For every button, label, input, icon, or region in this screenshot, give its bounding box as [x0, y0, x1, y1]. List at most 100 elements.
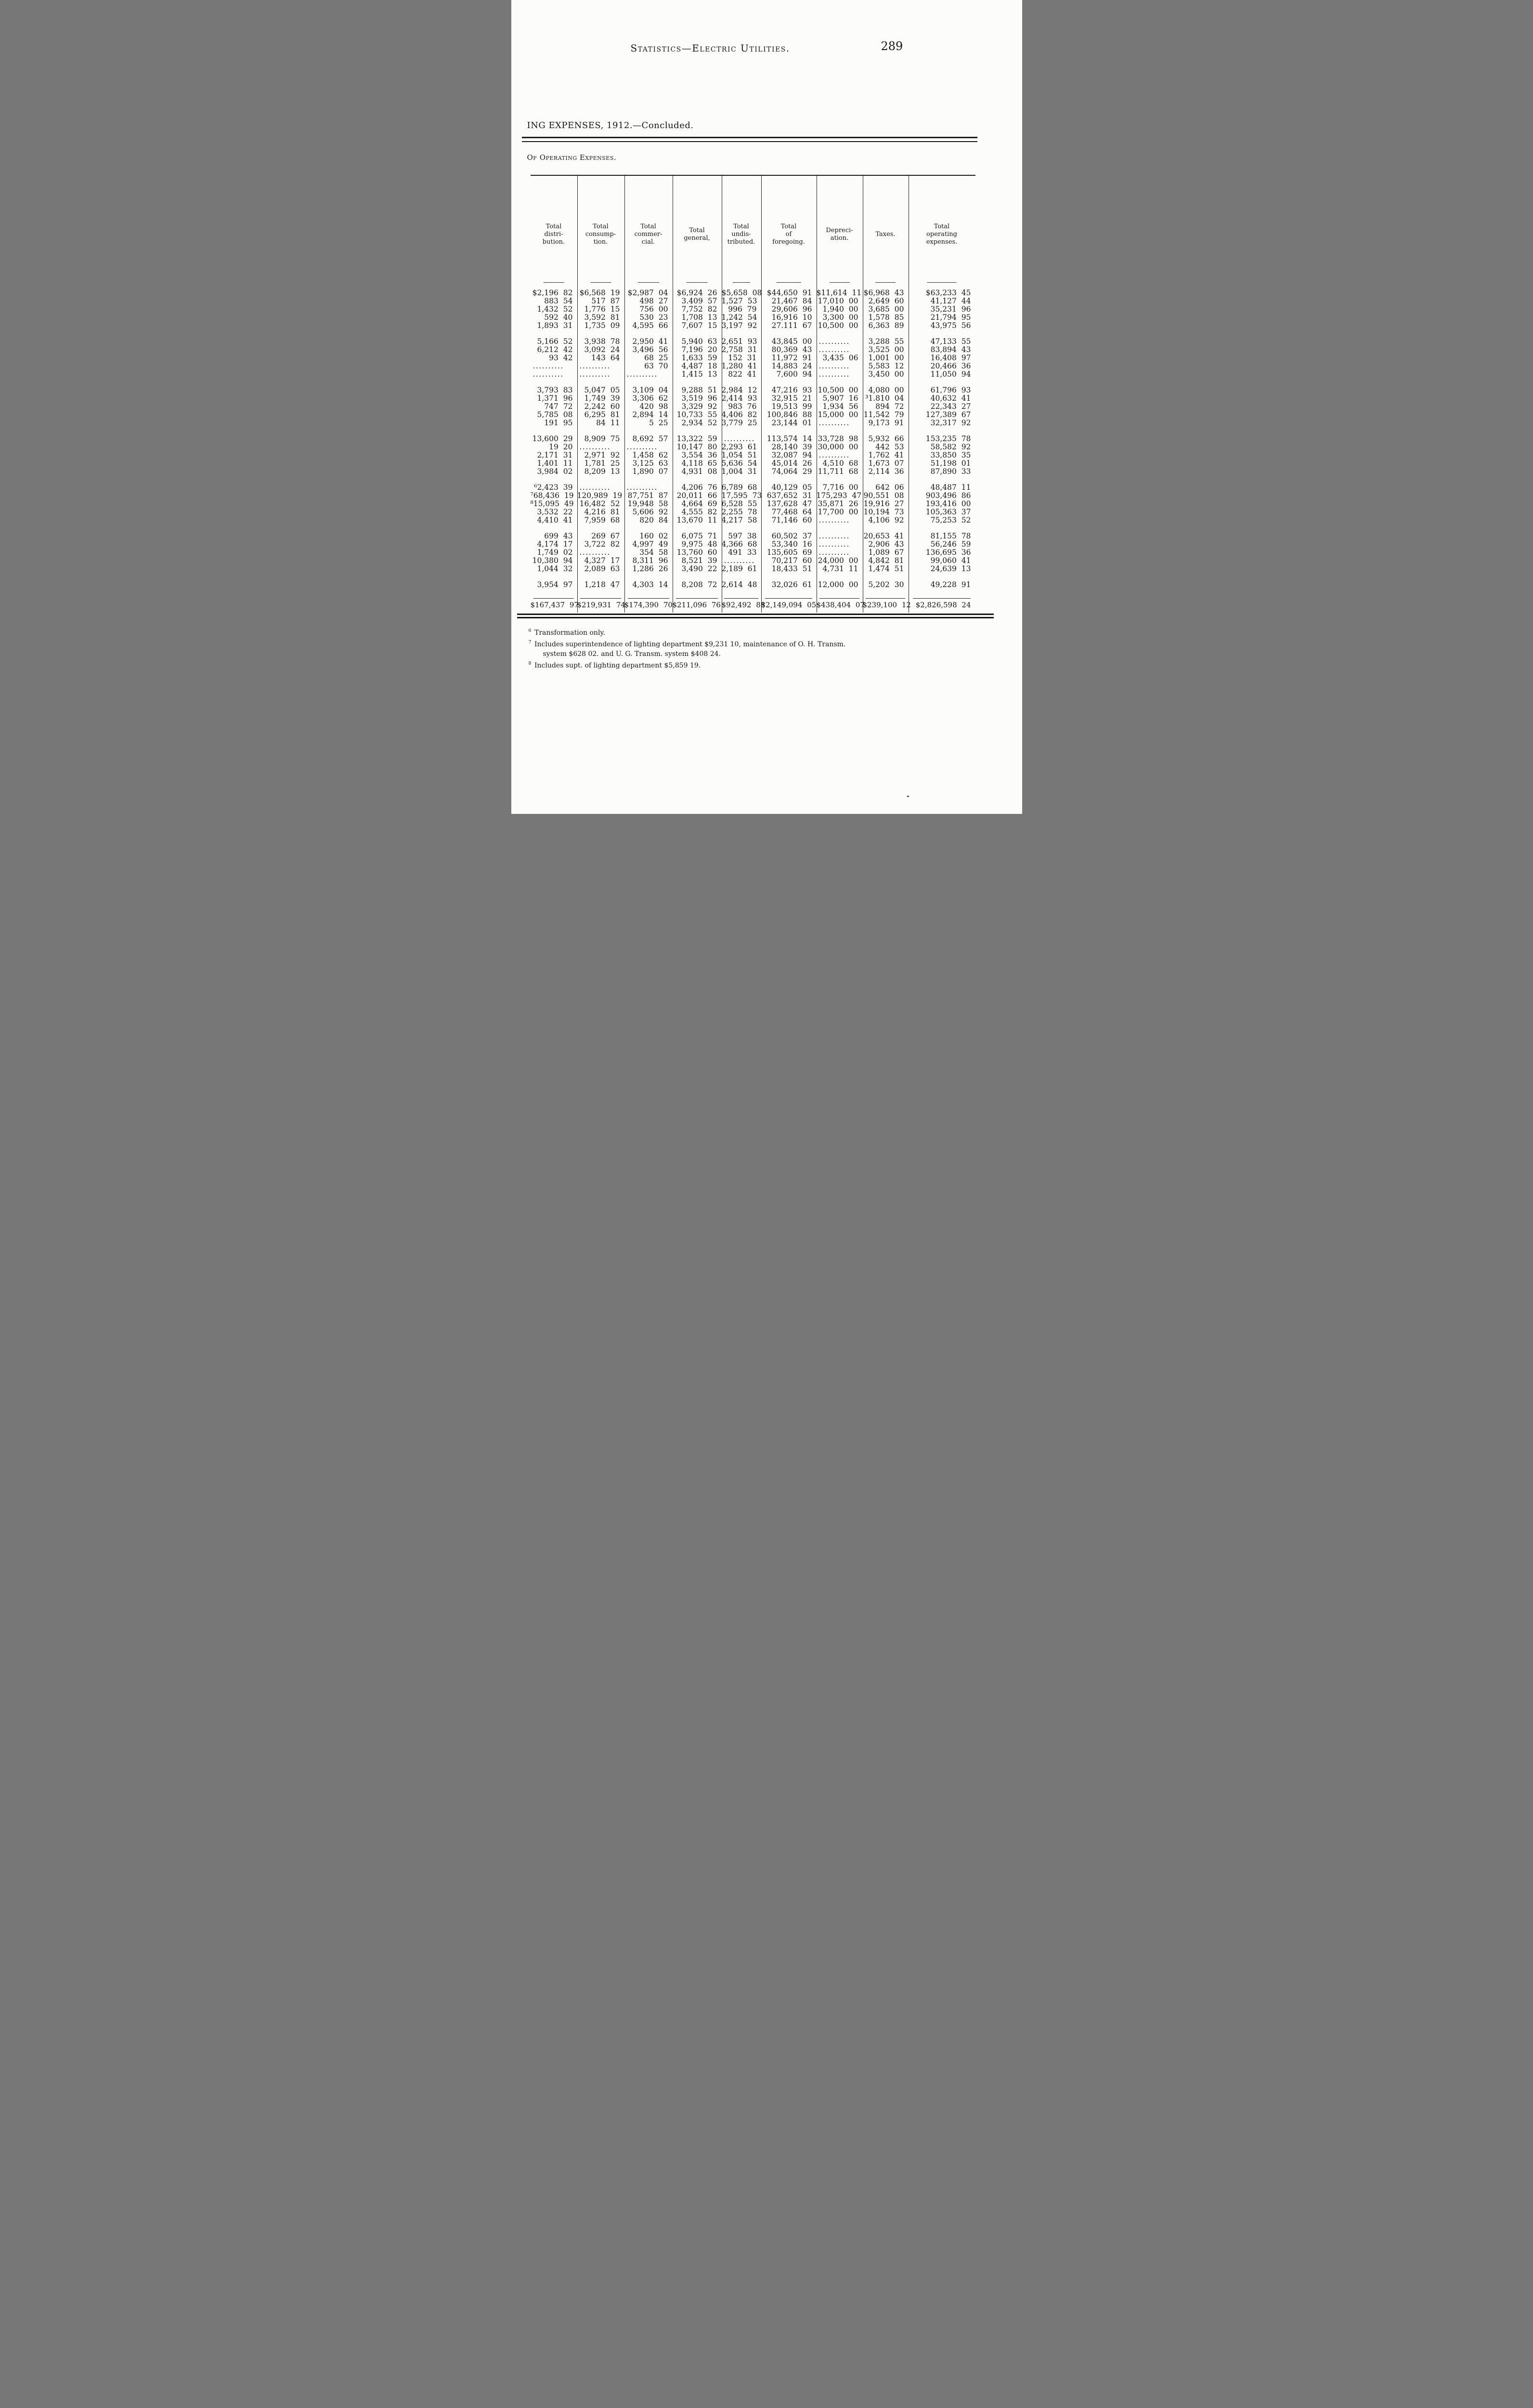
row-group-4: 13,600 29 8,909 75 8,692 57 13,322 59......…: [531, 435, 975, 476]
totals-cell-total-of-foregoing: $2,149,094 05: [761, 598, 817, 610]
table-cell-total-distribution: 1,401 11: [537, 459, 573, 468]
table-cell-total-of-foregoing: 71,146 60: [771, 516, 812, 524]
table-cell-total-consumption: ..........: [579, 443, 611, 451]
table-cell-taxes: 90,551 08: [863, 491, 904, 500]
table-body: $2,196 82 $6,568 19 $2,987 04 $6,924 26 $5,6…: [531, 289, 975, 589]
table-cell-total-of-foregoing: 7,600 94: [776, 370, 812, 379]
table-cell-total-general: 5,940 63: [681, 337, 717, 346]
table-cell-total-operating-expenses: 32,317 92: [930, 419, 971, 427]
table-cell-total-operating-expenses: 127,389 67: [925, 410, 971, 419]
table-cell-total-general: 7,607 15: [681, 321, 717, 330]
col-header-total-distribution: Total distri- bution.: [531, 176, 577, 289]
table-cell-total-distribution: 2,171 31: [537, 451, 573, 459]
table-cell-total-undistributed: 1,054 51: [721, 451, 757, 459]
table-row: 5,785 08 6,295 81 2,894 14 10,733 55 4,406 8…: [531, 411, 975, 419]
table-row: 191 95 84 11 5 25 2,934 52 3,779 25 23,144 01…: [531, 419, 975, 427]
table-cell-total-general: 10,733 55: [676, 410, 717, 419]
table-cell-total-undistributed: 6,528 55: [721, 499, 757, 508]
double-rule-top: [521, 137, 977, 142]
table-cell-depreciation: ..........: [818, 419, 850, 427]
table-cell-total-operating-expenses: 136,695 36: [925, 548, 971, 557]
table-cell-total-of-foregoing: 70,217 60: [771, 556, 812, 565]
table-cell-total-distribution: 1,432 52: [537, 305, 573, 314]
footnote-marker: 7: [528, 640, 532, 645]
table-cell-depreciation: 10,500 00: [818, 386, 858, 394]
table-cell-depreciation: 17,700 00: [818, 508, 858, 516]
table-cell-total-general: 3,554 36: [681, 451, 717, 459]
section-heading: Of Operating Expenses.: [527, 153, 617, 162]
table-cell-total-commercial: 820 84: [639, 516, 668, 524]
table-cell-taxes: 6,363 89: [868, 321, 904, 330]
table-cell-total-commercial: ..........: [626, 484, 658, 492]
table-cell-taxes: 5,202 30: [868, 580, 904, 589]
table-cell-total-distribution: ⁷68,436 19: [530, 491, 574, 500]
statistics-table: Total distri- bution. Total consump- tion…: [517, 175, 994, 618]
table-cell-total-consumption: 1,735 09: [584, 321, 620, 330]
table-cell-total-undistributed: 1,004 31: [721, 467, 757, 476]
table-cell-total-commercial: 19,948 58: [627, 499, 668, 508]
table-cell-total-commercial: 4,303 14: [632, 580, 668, 589]
table-cell-total-general: $6,924 26: [676, 288, 717, 297]
table-cell-total-distribution: 592 40: [544, 313, 573, 322]
table-cell-total-of-foregoing: 29,606 96: [771, 305, 812, 314]
table-cell-taxes: 1,089 67: [868, 548, 904, 557]
table-cell-total-of-foregoing: 32,087 94: [771, 451, 812, 459]
table-cell-taxes: 1,474 51: [868, 564, 904, 573]
table-row: 10,380 94 4,327 17 8,311 96 8,521 39.......…: [531, 557, 975, 565]
table-cell-total-general: 4,487 18: [681, 362, 717, 370]
scanned-book-page: Statistics—Electric Utilities. 289 ING E…: [511, 0, 1022, 814]
table-cell-total-of-foregoing: 113,574 14: [766, 434, 812, 443]
table-cell-total-operating-expenses: 99,060 41: [930, 556, 971, 565]
table-row: 3,532 22 4,216 81 5,606 92 4,555 82 2,255 78…: [531, 508, 975, 516]
table-cell-total-distribution: ..........: [533, 370, 564, 379]
totals-row: $167,437 97 $219,931 74 $174,390 70 $211,09…: [531, 598, 975, 610]
table-cell-depreciation: 4,510 68: [822, 459, 858, 468]
table-cell-total-general: 1,633 59: [681, 353, 717, 362]
table-cell-total-commercial: 4,997 49: [632, 540, 668, 549]
table-cell-total-consumption: 4,327 17: [584, 556, 620, 565]
table-cell-total-undistributed: 2,758 31: [721, 345, 757, 354]
table-row: 883 54 517 87 498 27 3.409 57 1,527 53 21,467…: [531, 297, 975, 305]
table-cell-total-of-foregoing: 45,014 26: [771, 459, 812, 468]
table-cell-total-undistributed: 6,789 68: [721, 483, 757, 492]
table-cell-total-undistributed: 597 38: [728, 532, 757, 540]
table-cell-total-general: 20,011 66: [676, 491, 717, 500]
table-row: 4,410 41 7,959 68 820 84 13,670 11 4,217 58 7…: [531, 516, 975, 524]
table-cell-total-undistributed: 152 31: [728, 353, 757, 362]
table-cell-taxes: 5,932 66: [868, 434, 904, 443]
table-cell-total-distribution: ..........: [533, 362, 564, 370]
table-cell-total-commercial: 530 23: [639, 313, 668, 322]
table-cell-total-operating-expenses: 16,408 97: [930, 353, 971, 362]
table-cell-total-operating-expenses: 49,228 91: [930, 580, 971, 589]
table-cell-taxes: 2,114 36: [868, 467, 904, 476]
table-cell-taxes: 3,525 00: [868, 345, 904, 354]
table-row: 3,954 97 1,218 47 4,303 14 8,208 72 2,614 48…: [531, 581, 975, 589]
table-cell-depreciation: 24,000 00: [818, 556, 858, 565]
totals-cell-total-distribution: $167,437 97: [531, 598, 579, 610]
row-group-5: ⁶2,423 39.................... 4,206 76 6,7…: [531, 484, 975, 524]
table-cell-total-distribution: 93 42: [549, 353, 573, 362]
table-cell-total-undistributed: 17,595 73: [721, 491, 762, 500]
footnote-line: system $628 02. and U. G. Transm. system…: [543, 650, 721, 658]
table-cell-total-commercial: 87,751 87: [627, 491, 668, 500]
table-cell-total-distribution: 3,532 22: [537, 508, 573, 516]
table-cell-depreciation: ..........: [818, 540, 850, 549]
table-row: 13,600 29 8,909 75 8,692 57 13,322 59......…: [531, 435, 975, 443]
table-cell-total-operating-expenses: 153,235 78: [925, 434, 971, 443]
table-cell-depreciation: $11,614 11: [816, 288, 862, 297]
table-cell-total-consumption: $6,568 19: [579, 288, 620, 297]
table-cell-total-general: 1,708 13: [681, 313, 717, 322]
table-cell-total-general: 4,555 82: [681, 508, 717, 516]
table-row: ⁷68,436 19 120,989 19 87,751 87 20,011 66 17…: [531, 492, 975, 500]
table-cell-total-operating-expenses: 40,632 41: [930, 394, 971, 403]
table-cell-total-of-foregoing: 11,972 91: [771, 353, 812, 362]
table-cell-depreciation: 1,934 56: [822, 402, 858, 411]
table-cell-total-distribution: 5,166 52: [537, 337, 573, 346]
table-cell-total-undistributed: 822 41: [728, 370, 757, 379]
table-cell-total-distribution: $2,196 82: [532, 288, 573, 297]
table-row: 592 40 3,592 81 530 23 1,708 13 1,242 54 16,9…: [531, 314, 975, 322]
table-cell-total-consumption: 2,971 92: [584, 451, 620, 459]
table-cell-total-commercial: $2,987 04: [627, 288, 668, 297]
col-header-total-commercial: Total commer- cial.: [624, 176, 673, 289]
table-cell-total-undistributed: 1,242 54: [721, 313, 757, 322]
